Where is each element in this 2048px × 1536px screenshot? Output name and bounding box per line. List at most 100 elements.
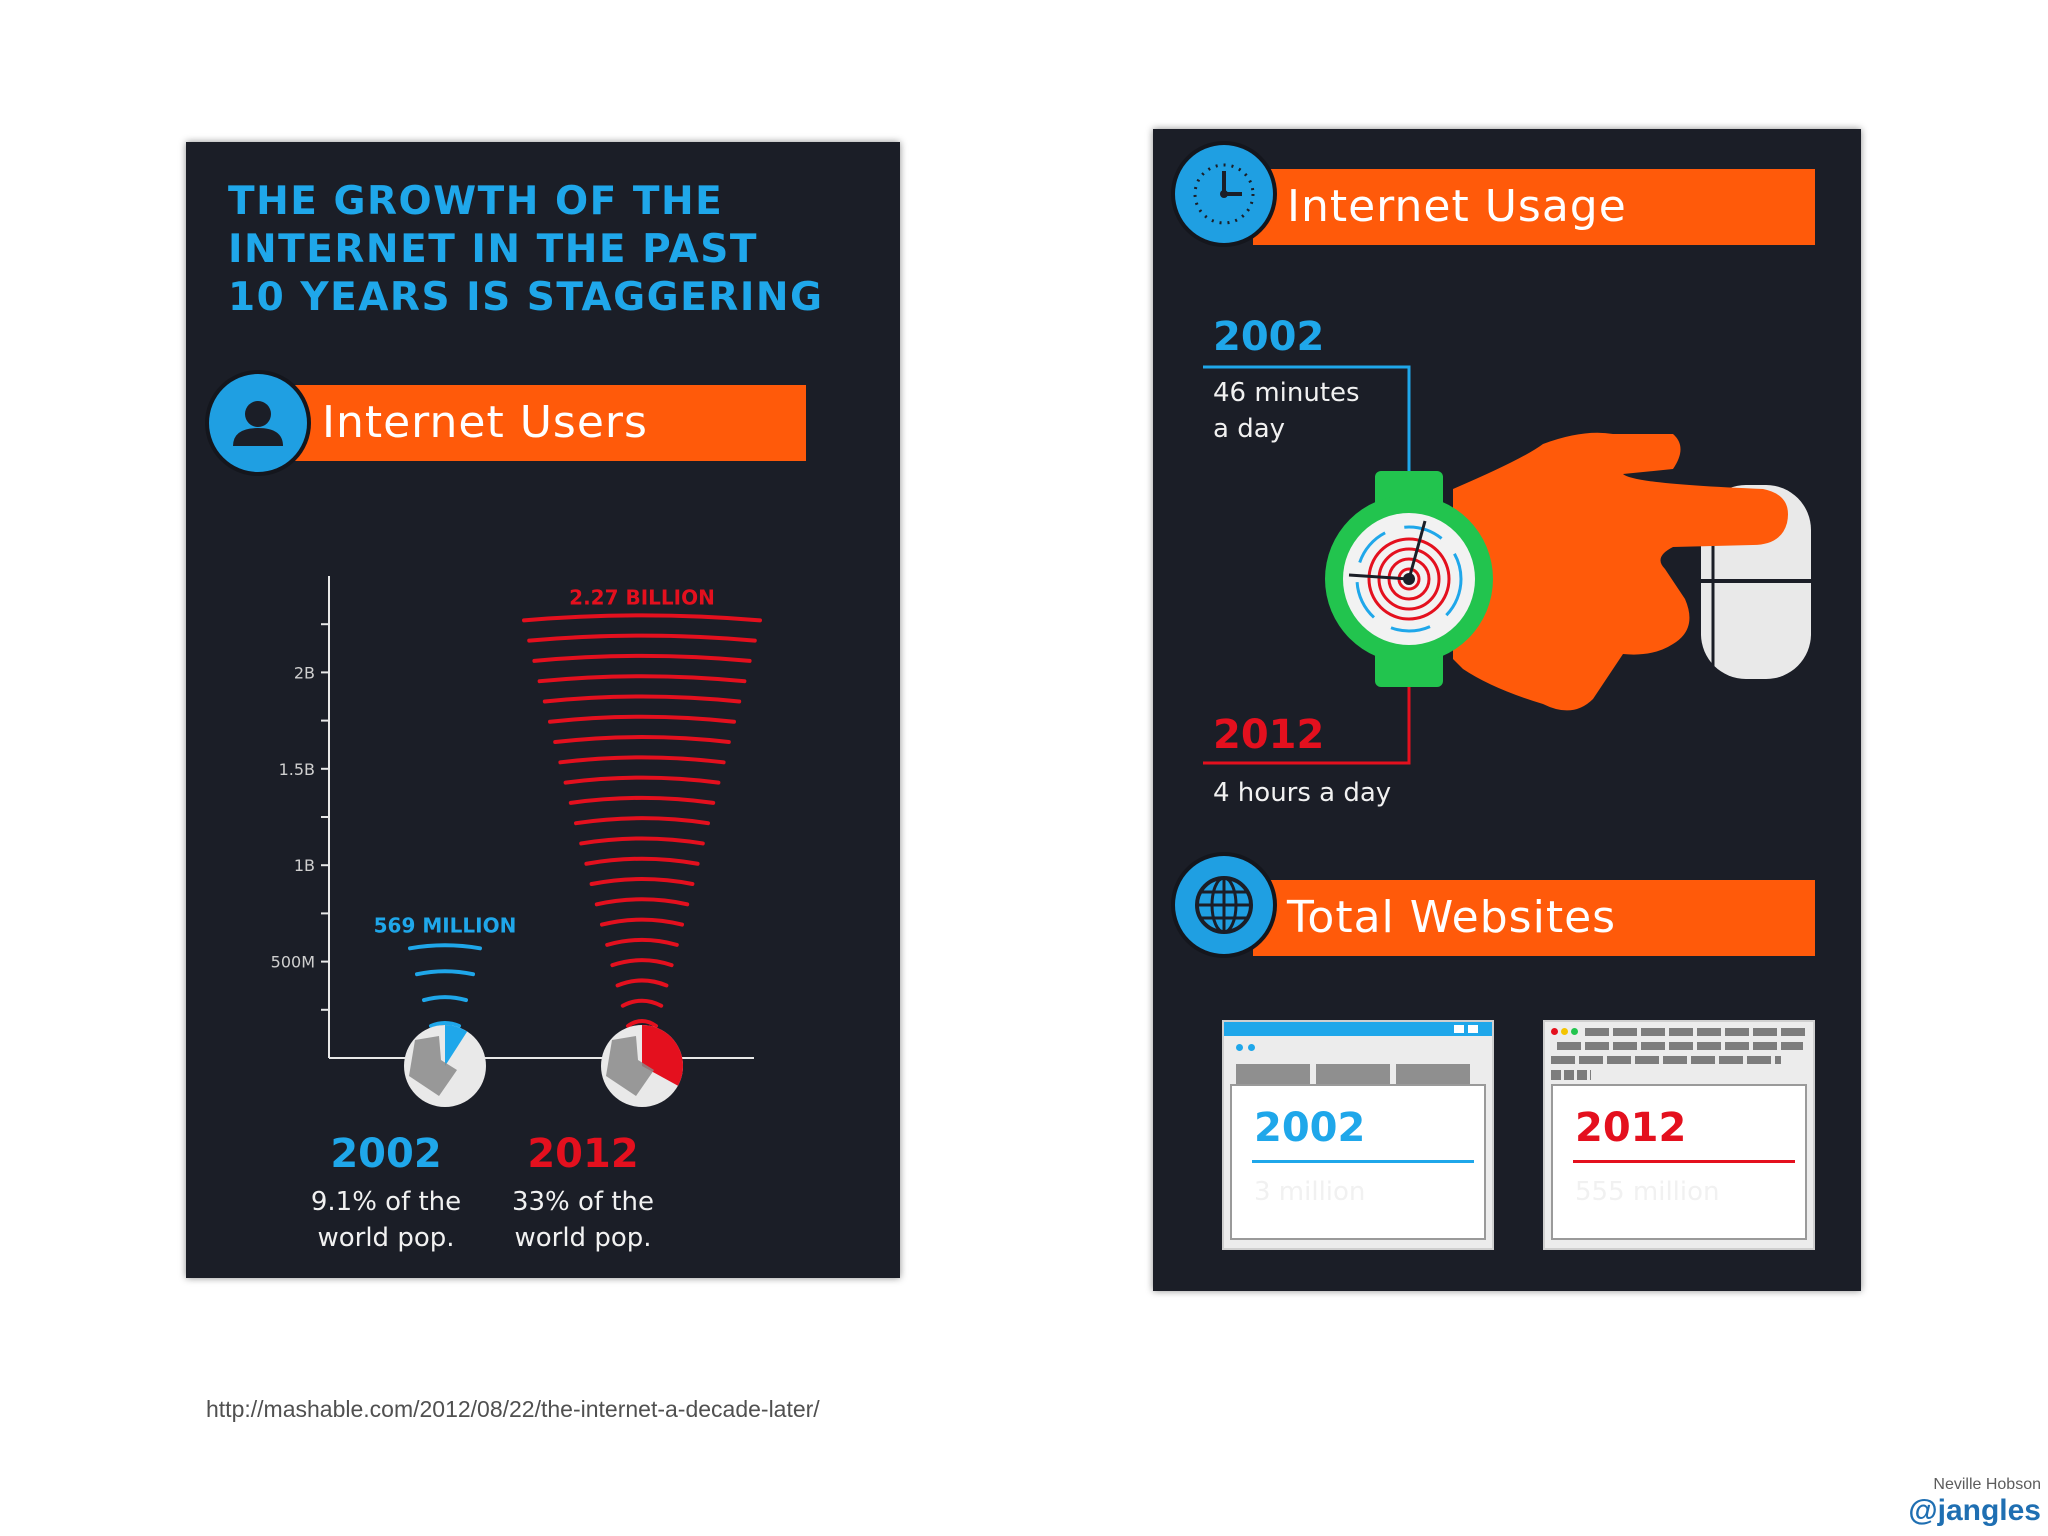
total-websites-banner: Total Websites [1253, 880, 1815, 956]
globe-2012 [601, 1025, 683, 1107]
value-wave [429, 1021, 461, 1028]
browser-control [1454, 1025, 1464, 1033]
browser-content: 2012 555 million [1551, 1084, 1807, 1240]
browser-window-2012: 2012 555 million [1543, 1020, 1815, 1250]
value-wave [568, 795, 716, 805]
clock-icon [1175, 145, 1273, 243]
users-share-2012: 33% of the world pop. [483, 1184, 683, 1256]
value-label: 569 MILLION [374, 913, 517, 937]
value-wave [408, 943, 482, 951]
value-wave [594, 897, 690, 907]
infographic-headline: THE GROWTH OF THE INTERNET IN THE PAST 1… [228, 178, 848, 322]
websites-value-2002: 3 million [1254, 1177, 1366, 1207]
internet-users-banner: Internet Users [286, 385, 806, 461]
browser-toolbar-row [1585, 1028, 1805, 1036]
usage-year-2002: 2002 [1213, 314, 1325, 360]
websites-year-2002: 2002 [1254, 1105, 1366, 1151]
share-line: 33% of the [511, 1187, 655, 1217]
browser-window-2002: 2002 3 million [1222, 1020, 1494, 1250]
value-wave [415, 969, 475, 977]
headline-line: INTERNET IN THE PAST [228, 227, 758, 272]
browser-toolbar-row [1551, 1056, 1781, 1064]
value-wave [558, 755, 726, 765]
browser-nav-block [1316, 1064, 1390, 1084]
headline-line: THE GROWTH OF THE [228, 179, 724, 224]
globe-2002 [404, 1025, 486, 1107]
total-websites-title: Total Websites [1287, 892, 1617, 943]
y-axis [328, 576, 754, 1059]
value-wave [589, 877, 695, 887]
value-wave [615, 978, 669, 988]
headline-line: 10 YEARS IS STAGGERING [228, 275, 824, 320]
value-wave [574, 816, 710, 826]
value-wave [532, 653, 752, 663]
value-wave [522, 613, 762, 623]
value-wave [610, 958, 674, 968]
value-label: 2.27 BILLION [569, 585, 715, 609]
y-tick-label: 2B [294, 663, 315, 682]
share-line: world pop. [514, 1223, 652, 1253]
value-labels: 569 MILLION 2.27 BILLION [374, 585, 715, 937]
author-name: Neville Hobson [1933, 1476, 2041, 1493]
usage-year-2012: 2012 [1213, 712, 1325, 758]
author-handle[interactable]: @jangles [1908, 1494, 2041, 1527]
usage-line: 46 minutes [1213, 378, 1360, 408]
internet-usage-title: Internet Usage [1287, 181, 1627, 232]
value-wave [579, 836, 705, 846]
share-line: world pop. [317, 1223, 455, 1253]
websites-year-2012: 2012 [1575, 1105, 1687, 1151]
browser-dot [1561, 1028, 1568, 1035]
usage-line: a day [1213, 414, 1286, 444]
internet-usage-banner: Internet Usage [1253, 169, 1815, 245]
browser-dot [1571, 1028, 1578, 1035]
usage-websites-panel: Internet Usage 2002 46 minutes a day 201… [1153, 129, 1861, 1291]
population-share-wedge [445, 1025, 468, 1066]
browser-toolbar-row [1557, 1042, 1803, 1050]
value-wave [548, 714, 736, 724]
internet-users-panel: THE GROWTH OF THE INTERNET IN THE PAST 1… [186, 142, 900, 1278]
wristwatch-hand-mouse-icon [1203, 365, 1811, 765]
y-tick-label: 1B [294, 856, 315, 875]
browser-toolbar-row [1551, 1070, 1591, 1080]
usage-2002-text: 46 minutes a day [1213, 375, 1433, 447]
value-wave [626, 1019, 658, 1028]
browser-titlebar [1224, 1022, 1492, 1036]
browser-control [1468, 1025, 1478, 1033]
value-wave [527, 633, 757, 643]
value-wave [542, 694, 742, 704]
value-wave [620, 998, 664, 1008]
divider [1573, 1160, 1795, 1163]
globe-icon [1175, 856, 1273, 954]
websites-value-2012: 555 million [1575, 1177, 1720, 1207]
browser-dot [1236, 1044, 1243, 1051]
usage-2012-text: 4 hours a day [1213, 778, 1392, 808]
value-wave [563, 775, 721, 785]
value-bar-2002 [408, 943, 482, 1028]
value-wave [584, 856, 700, 866]
value-bar-2012 [522, 613, 762, 1028]
user-icon [209, 374, 307, 472]
value-wave [553, 735, 731, 745]
browser-nav-block [1236, 1064, 1310, 1084]
value-wave [537, 674, 747, 684]
value-wave [605, 937, 679, 947]
y-axis-ticks: 2B 1.5B 1B 500M [271, 623, 329, 1011]
browser-nav-block [1396, 1064, 1470, 1084]
share-line: 9.1% of the [310, 1187, 462, 1217]
browser-dot [1551, 1028, 1558, 1035]
y-tick-label: 1.5B [279, 760, 315, 779]
source-url[interactable]: http://mashable.com/2012/08/22/the-inter… [206, 1396, 820, 1422]
continent-shape [606, 1036, 654, 1096]
y-tick-label: 500M [271, 953, 315, 972]
users-share-2002: 9.1% of the world pop. [286, 1184, 486, 1256]
globes [404, 1025, 683, 1107]
value-wave [422, 995, 468, 1003]
browser-content: 2002 3 million [1230, 1084, 1486, 1240]
users-year-2002: 2002 [330, 1131, 442, 1177]
users-year-2012: 2012 [527, 1131, 639, 1177]
divider [1252, 1160, 1474, 1163]
continent-shape [409, 1036, 457, 1096]
internet-users-chart: 2B 1.5B 1B 500M 569 MILLION 2.27 BILLION [271, 576, 762, 1107]
browser-dot [1248, 1044, 1255, 1051]
value-wave [600, 917, 684, 927]
